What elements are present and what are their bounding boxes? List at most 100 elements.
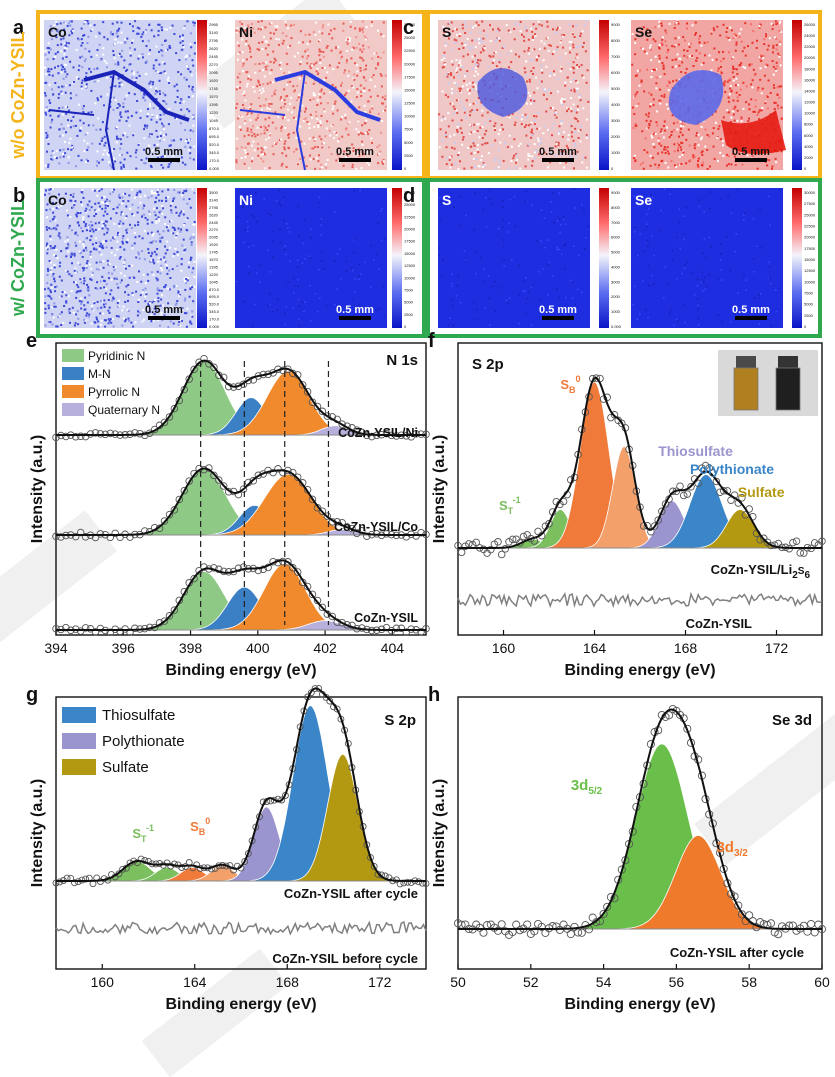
map-pixel: [253, 245, 255, 247]
map-pixel: [120, 143, 122, 145]
map-pixel: [255, 119, 257, 121]
map-pixel: [166, 249, 168, 251]
map-pixel: [659, 55, 661, 57]
map-pixel: [463, 136, 465, 138]
map-pixel: [141, 33, 143, 35]
polythionate-label: Polythionate: [690, 461, 774, 477]
map-pixel: [654, 26, 656, 28]
map-pixel: [513, 138, 515, 140]
map-pixel: [727, 196, 729, 198]
map-pixel: [508, 66, 510, 68]
map-pixel: [453, 106, 455, 108]
map-pixel: [637, 255, 639, 257]
map-pixel: [136, 33, 138, 35]
map-pixel: [53, 218, 55, 220]
map-pixel: [759, 209, 761, 211]
map-pixel: [753, 218, 755, 220]
map-pixel: [88, 68, 90, 70]
map-pixel: [778, 287, 780, 289]
map-pixel: [531, 204, 533, 206]
map-pixel: [127, 239, 129, 241]
map-pixel: [452, 120, 454, 122]
map-pixel: [498, 228, 500, 230]
map-pixel: [117, 287, 119, 289]
map-pixel: [119, 221, 121, 223]
map-pixel: [310, 114, 312, 116]
panel-letter-e: e: [26, 330, 37, 352]
map-pixel: [87, 260, 89, 262]
map-pixel: [760, 56, 762, 58]
map-pixel: [310, 257, 312, 259]
map-pixel: [175, 206, 177, 208]
map-pixel: [571, 131, 573, 133]
map-pixel: [151, 190, 153, 192]
map-pixel: [775, 289, 777, 291]
map-pixel: [720, 243, 722, 245]
scale-bar: [339, 158, 371, 162]
map-pixel: [661, 160, 663, 162]
map-pixel: [63, 156, 65, 158]
map-pixel: [192, 300, 194, 302]
map-pixel: [119, 148, 121, 150]
map-pixel: [73, 281, 75, 283]
map-pixel: [680, 131, 682, 133]
map-pixel: [533, 115, 535, 117]
map-pixel: [192, 95, 194, 97]
map-pixel: [280, 139, 282, 141]
map-pixel: [96, 262, 98, 264]
map-pixel: [573, 61, 575, 63]
map-pixel: [236, 161, 238, 163]
map-pixel: [293, 151, 295, 153]
map-pixel: [279, 190, 281, 192]
map-pixel: [155, 88, 157, 90]
colorbar-tick: 1045: [209, 279, 219, 284]
map-pixel: [503, 265, 505, 267]
map-pixel: [445, 45, 447, 47]
map-pixel: [257, 143, 259, 145]
map-pixel: [586, 167, 588, 169]
map-pixel: [358, 279, 360, 281]
map-pixel: [693, 65, 695, 67]
map-pixel: [315, 293, 317, 295]
map-pixel: [335, 100, 337, 102]
map-pixel: [109, 307, 111, 309]
map-pixel: [561, 254, 563, 256]
map-pixel: [558, 142, 560, 144]
map-pixel: [510, 160, 512, 162]
map-pixel: [138, 299, 140, 301]
map-pixel: [681, 273, 683, 275]
map-pixel: [137, 27, 139, 29]
map-pixel: [285, 254, 287, 256]
map-pixel: [124, 259, 126, 261]
map-pixel: [282, 32, 284, 34]
map-pixel: [84, 60, 86, 62]
colorbar-tick: 2500: [804, 313, 814, 318]
map-pixel: [317, 124, 319, 126]
map-pixel: [452, 64, 454, 66]
map-pixel: [126, 228, 128, 230]
map-pixel: [101, 201, 103, 203]
map-pixel: [53, 316, 55, 318]
map-pixel: [275, 29, 277, 31]
map-pixel: [123, 249, 125, 251]
map-pixel: [51, 88, 53, 90]
map-pixel: [131, 227, 133, 229]
map-pixel: [50, 248, 52, 250]
map-pixel: [441, 119, 443, 121]
map-pixel: [190, 32, 192, 34]
map-pixel: [501, 124, 503, 126]
map-pixel: [358, 131, 360, 133]
map-pixel: [634, 231, 636, 233]
map-pixel: [569, 51, 571, 53]
map-pixel: [446, 163, 448, 165]
map-pixel: [690, 43, 692, 45]
map-pixel: [328, 33, 330, 35]
map-pixel: [767, 96, 769, 98]
map-pixel: [377, 56, 379, 58]
map-pixel: [662, 36, 664, 38]
map-pixel: [322, 67, 324, 69]
map-pixel: [44, 92, 46, 94]
map-pixel: [94, 24, 96, 26]
map-pixel: [75, 94, 77, 96]
map-pixel: [93, 248, 95, 250]
